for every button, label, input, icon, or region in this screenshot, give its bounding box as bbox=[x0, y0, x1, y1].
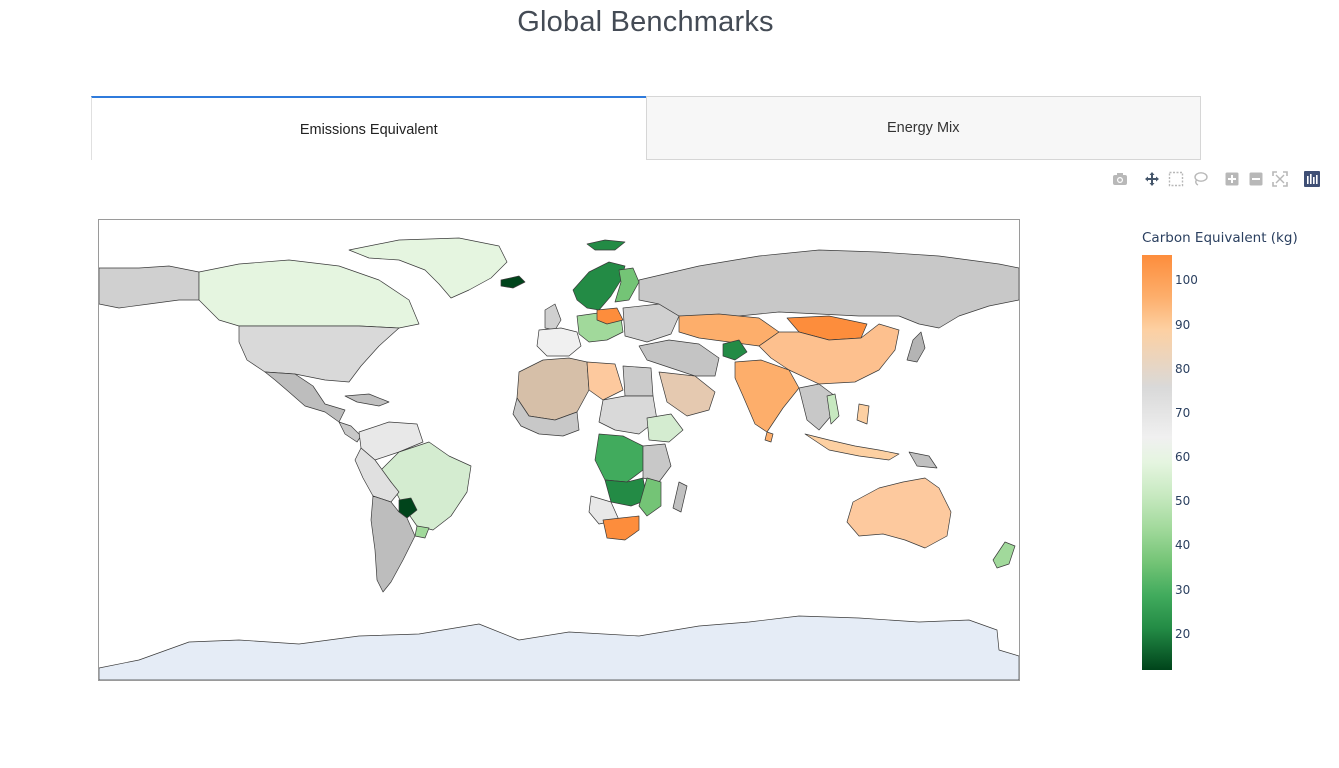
region-ethiopia bbox=[646, 413, 684, 443]
region-new-zealand bbox=[992, 541, 1016, 569]
region-kazakhstan bbox=[678, 313, 780, 347]
region-uk bbox=[544, 303, 562, 331]
colorbar-tick-label: 50 bbox=[1175, 494, 1191, 509]
colorbar-tick-label: 70 bbox=[1175, 405, 1191, 420]
region-argentina-chile bbox=[370, 495, 416, 593]
plotly-logo-icon[interactable] bbox=[1300, 169, 1324, 189]
region-india bbox=[734, 359, 800, 433]
region-paraguay bbox=[398, 497, 418, 519]
pan-icon[interactable] bbox=[1140, 169, 1164, 189]
colorbar-tick-label: 40 bbox=[1175, 538, 1191, 553]
region-afghanistan bbox=[722, 339, 748, 361]
region-poland bbox=[596, 307, 624, 325]
colorbar-tick-label: 100 bbox=[1175, 273, 1198, 288]
map-svg bbox=[99, 237, 1019, 680]
zoom-out-icon[interactable] bbox=[1244, 169, 1268, 189]
region-central-america bbox=[338, 421, 362, 443]
region-north-africa-west bbox=[516, 357, 590, 421]
region-caribbean bbox=[344, 393, 390, 407]
region-uruguay bbox=[414, 525, 430, 539]
region-saudi-arabia bbox=[658, 371, 716, 417]
zoom-in-icon[interactable] bbox=[1220, 169, 1244, 189]
tab-emissions-equivalent[interactable]: Emissions Equivalent bbox=[91, 96, 646, 160]
region-svalbard bbox=[586, 239, 626, 251]
plot-modebar bbox=[1108, 169, 1324, 189]
region-finland bbox=[614, 267, 640, 303]
region-vietnam bbox=[826, 393, 840, 425]
world-choropleth-map[interactable] bbox=[98, 219, 1020, 681]
region-australia bbox=[846, 477, 952, 549]
region-papua bbox=[908, 451, 938, 469]
camera-icon[interactable] bbox=[1108, 169, 1132, 189]
region-indonesia bbox=[804, 433, 900, 461]
region-dr-congo bbox=[594, 433, 644, 483]
region-sri-lanka bbox=[764, 431, 774, 443]
reset-view-icon[interactable] bbox=[1268, 169, 1292, 189]
region-france-spain bbox=[536, 327, 582, 357]
region-west-africa bbox=[512, 397, 580, 437]
tab-energy-mix[interactable]: Energy Mix bbox=[645, 96, 1201, 160]
region-canada bbox=[198, 259, 420, 329]
page-title: Global Benchmarks bbox=[517, 6, 774, 38]
region-libya bbox=[586, 361, 624, 401]
region-philippines bbox=[856, 403, 870, 425]
colorbar-gradient bbox=[1142, 255, 1172, 670]
region-antarctica bbox=[99, 615, 1019, 680]
region-south-africa bbox=[602, 515, 640, 541]
colorbar-tick-label: 60 bbox=[1175, 450, 1191, 465]
region-china bbox=[758, 323, 900, 385]
tab-bar: Emissions Equivalent Energy Mix bbox=[91, 96, 1201, 160]
region-east-africa bbox=[642, 443, 672, 483]
region-egypt bbox=[622, 365, 654, 397]
region-madagascar bbox=[672, 481, 688, 513]
box-select-icon[interactable] bbox=[1164, 169, 1188, 189]
region-turkey-iran bbox=[638, 339, 720, 377]
colorbar-tick-label: 30 bbox=[1175, 582, 1191, 597]
lasso-icon[interactable] bbox=[1188, 169, 1212, 189]
region-japan bbox=[906, 331, 926, 363]
colorbar-tick-label: 90 bbox=[1175, 317, 1191, 332]
region-greenland bbox=[348, 237, 508, 299]
region-southeast-asia bbox=[798, 383, 836, 431]
region-mozambique bbox=[638, 477, 662, 517]
colorbar-tick-label: 80 bbox=[1175, 361, 1191, 376]
colorbar-tick-label: 20 bbox=[1175, 626, 1191, 641]
region-usa bbox=[238, 325, 400, 383]
colorbar-title: Carbon Equivalent (kg) bbox=[1142, 230, 1298, 246]
region-iceland bbox=[500, 275, 526, 289]
region-alaska bbox=[99, 265, 200, 309]
region-scandinavia bbox=[572, 261, 626, 311]
